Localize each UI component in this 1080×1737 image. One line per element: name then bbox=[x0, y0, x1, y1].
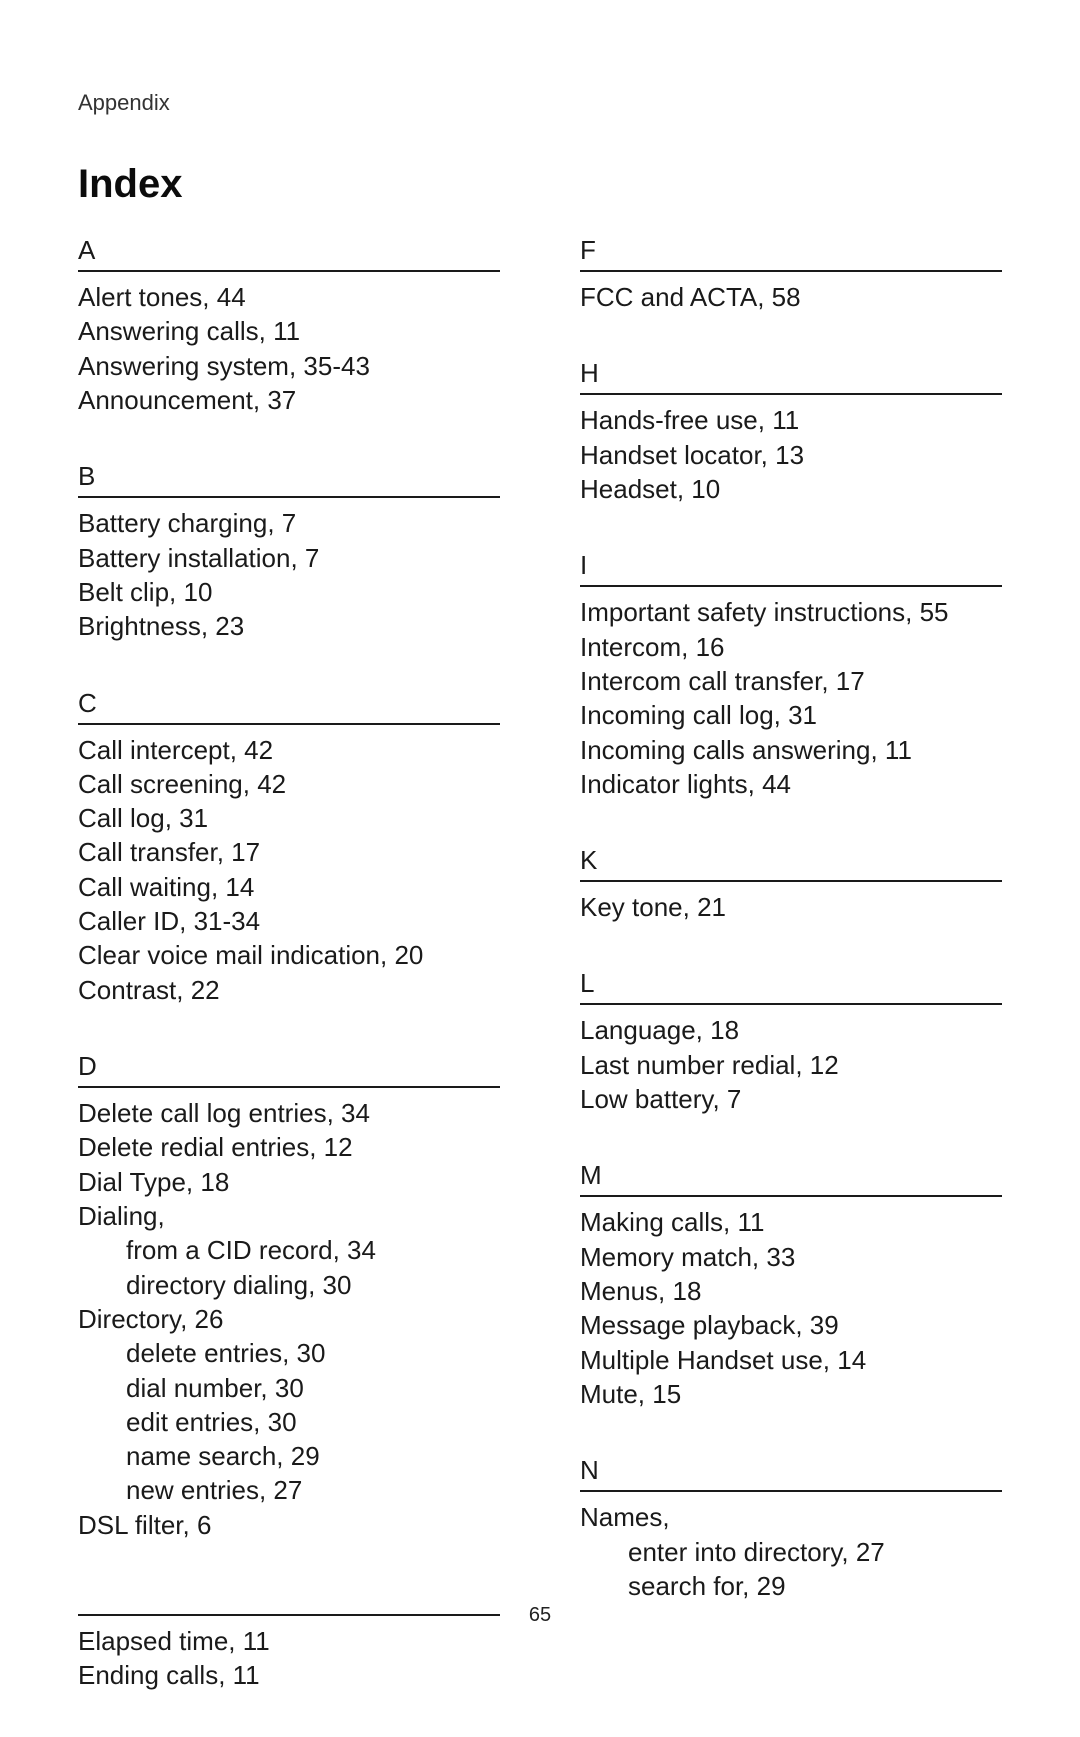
index-entry: Mute, 15 bbox=[580, 1377, 1002, 1411]
letter-B: B bbox=[78, 461, 500, 498]
section-K: K Key tone, 21 bbox=[580, 845, 1002, 924]
letter-D: D bbox=[78, 1051, 500, 1088]
index-entry: Alert tones, 44 bbox=[78, 280, 500, 314]
index-title: Index bbox=[78, 162, 1002, 207]
section-L: L Language, 18 Last number redial, 12 Lo… bbox=[580, 968, 1002, 1116]
index-entry: Directory, 26 bbox=[78, 1302, 500, 1336]
section-D: D Delete call log entries, 34 Delete red… bbox=[78, 1051, 500, 1542]
letter-F: F bbox=[580, 235, 1002, 272]
index-entry: Hands-free use, 11 bbox=[580, 403, 1002, 437]
index-subentry: from a CID record, 34 bbox=[78, 1233, 500, 1267]
section-E: Elapsed time, 11 Ending calls, 11 bbox=[78, 1586, 500, 1693]
index-subentry: new entries, 27 bbox=[78, 1473, 500, 1507]
index-entry: Call intercept, 42 bbox=[78, 733, 500, 767]
index-entry: Headset, 10 bbox=[580, 472, 1002, 506]
index-entry: Key tone, 21 bbox=[580, 890, 1002, 924]
letter-M: M bbox=[580, 1160, 1002, 1197]
index-entry: Low battery, 7 bbox=[580, 1082, 1002, 1116]
index-entry: Making calls, 11 bbox=[580, 1205, 1002, 1239]
index-entry: Dialing, bbox=[78, 1199, 500, 1233]
index-entry: Delete redial entries, 12 bbox=[78, 1130, 500, 1164]
index-entry: Important safety instructions, 55 bbox=[580, 595, 1002, 629]
letter-I: I bbox=[580, 550, 1002, 587]
section-I: I Important safety instructions, 55 Inte… bbox=[580, 550, 1002, 801]
section-A: A Alert tones, 44 Answering calls, 11 An… bbox=[78, 235, 500, 417]
section-N: N Names, enter into directory, 27 search… bbox=[580, 1455, 1002, 1603]
index-entry: Ending calls, 11 bbox=[78, 1658, 500, 1692]
index-subentry: name search, 29 bbox=[78, 1439, 500, 1473]
index-entry: Brightness, 23 bbox=[78, 609, 500, 643]
index-entry: Menus, 18 bbox=[580, 1274, 1002, 1308]
index-entry: Clear voice mail indication, 20 bbox=[78, 938, 500, 972]
section-H: H Hands-free use, 11 Handset locator, 13… bbox=[580, 358, 1002, 506]
letter-K: K bbox=[580, 845, 1002, 882]
index-entry: Indicator lights, 44 bbox=[580, 767, 1002, 801]
index-entry: Handset locator, 13 bbox=[580, 438, 1002, 472]
index-entry: FCC and ACTA, 58 bbox=[580, 280, 1002, 314]
index-entry: Language, 18 bbox=[580, 1013, 1002, 1047]
section-F: F FCC and ACTA, 58 bbox=[580, 235, 1002, 314]
section-C: C Call intercept, 42 Call screening, 42 … bbox=[78, 688, 500, 1008]
letter-N: N bbox=[580, 1455, 1002, 1492]
letter-A: A bbox=[78, 235, 500, 272]
letter-H: H bbox=[580, 358, 1002, 395]
index-entry: Intercom call transfer, 17 bbox=[580, 664, 1002, 698]
index-entry: Multiple Handset use, 14 bbox=[580, 1343, 1002, 1377]
index-entry: Belt clip, 10 bbox=[78, 575, 500, 609]
right-column: F FCC and ACTA, 58 H Hands-free use, 11 … bbox=[580, 235, 1002, 1737]
index-subentry: dial number, 30 bbox=[78, 1371, 500, 1405]
index-entry: Intercom, 16 bbox=[580, 630, 1002, 664]
index-entry: Incoming calls answering, 11 bbox=[580, 733, 1002, 767]
index-entry: Incoming call log, 31 bbox=[580, 698, 1002, 732]
index-entry: Call transfer, 17 bbox=[78, 835, 500, 869]
index-entry: Elapsed time, 11 bbox=[78, 1624, 500, 1658]
index-entry: Names, bbox=[580, 1500, 1002, 1534]
index-entry: Call log, 31 bbox=[78, 801, 500, 835]
index-subentry: directory dialing, 30 bbox=[78, 1268, 500, 1302]
index-entry: Caller ID, 31-34 bbox=[78, 904, 500, 938]
letter-L: L bbox=[580, 968, 1002, 1005]
index-entry: Announcement, 37 bbox=[78, 383, 500, 417]
index-entry: Message playback, 39 bbox=[580, 1308, 1002, 1342]
index-entry: Call waiting, 14 bbox=[78, 870, 500, 904]
index-entry: Answering system, 35-43 bbox=[78, 349, 500, 383]
index-entry: Last number redial, 12 bbox=[580, 1048, 1002, 1082]
index-subentry: delete entries, 30 bbox=[78, 1336, 500, 1370]
index-entry: Battery charging, 7 bbox=[78, 506, 500, 540]
index-entry: Delete call log entries, 34 bbox=[78, 1096, 500, 1130]
index-entry: Call screening, 42 bbox=[78, 767, 500, 801]
index-entry: DSL filter, 6 bbox=[78, 1508, 500, 1542]
index-subentry: edit entries, 30 bbox=[78, 1405, 500, 1439]
left-column: A Alert tones, 44 Answering calls, 11 An… bbox=[78, 235, 500, 1737]
index-entry: Contrast, 22 bbox=[78, 973, 500, 1007]
index-entry: Battery installation, 7 bbox=[78, 541, 500, 575]
index-entry: Answering calls, 11 bbox=[78, 314, 500, 348]
letter-C: C bbox=[78, 688, 500, 725]
index-subentry: search for, 29 bbox=[580, 1569, 1002, 1603]
appendix-label: Appendix bbox=[78, 90, 1002, 116]
index-entry: Dial Type, 18 bbox=[78, 1165, 500, 1199]
section-B: B Battery charging, 7 Battery installati… bbox=[78, 461, 500, 643]
index-subentry: enter into directory, 27 bbox=[580, 1535, 1002, 1569]
section-M: M Making calls, 11 Memory match, 33 Menu… bbox=[580, 1160, 1002, 1411]
index-entry: Memory match, 33 bbox=[580, 1240, 1002, 1274]
index-columns: A Alert tones, 44 Answering calls, 11 An… bbox=[78, 235, 1002, 1737]
page-number: 65 bbox=[0, 1604, 1080, 1627]
